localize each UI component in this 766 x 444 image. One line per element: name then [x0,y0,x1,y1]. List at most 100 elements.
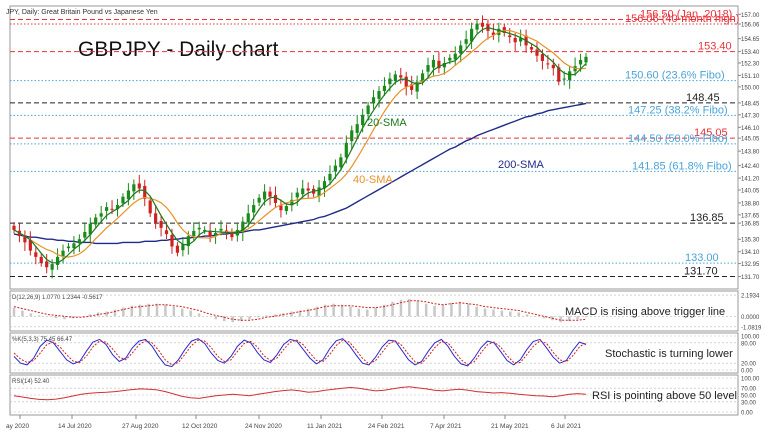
candle-body [464,39,468,44]
candle-body [339,157,343,168]
candle-body [578,59,583,65]
candle-body [34,252,38,257]
candle-body [61,250,65,257]
time-tick-label: 21 May 2021 [491,423,529,430]
price-tick-label: 152.30 [741,62,760,68]
candle-body [328,173,332,181]
candle-body [491,32,495,36]
sma-200-line [13,102,587,245]
candle-body [224,230,229,232]
indicator-axis-label: 2.1934 [741,294,760,300]
stochastic-panel-frame [9,332,739,374]
candle-body [301,188,305,195]
stochastic-d-line [13,339,587,366]
candle-body [290,199,294,206]
level-label: 144.50 (50.0% Fibo) [628,133,728,145]
candle-body [502,27,506,33]
stochastic-k-line [13,338,587,368]
candle-body [12,225,16,230]
candle-body [235,229,239,236]
indicator-annotation: MACD is rising above trigger line [565,306,725,318]
indicator-annotation: Stochastic is turning lower [605,348,733,360]
candle-body [519,38,523,42]
indicator-panels: D(12,26,9) 1.0770 1.2344 -0.5617 2.1934 0.… [10,294,762,417]
time-tick-label: ay 2020 [6,423,30,430]
indicator-axis-label: 80.00 [741,341,757,347]
indicator-axis-label: 100.00 [741,335,760,341]
price-tick-label: 131.70 [741,275,760,281]
level-label: 145.05 [694,127,728,139]
indicator-params: %K(5,3,3) 75.45 66.47 [12,337,73,343]
level-label: 150.60 (23.6% Fibo) [625,70,725,82]
sma-20-label: 20-SMA [367,117,407,129]
indicator-axis-label: 70.00 [741,387,757,393]
candle-body [164,230,169,235]
price-tick-label: 151.10 [741,74,760,80]
candle-body [393,74,397,82]
candle-body [431,59,436,68]
indicator-axis-label: -1.0819 [741,325,762,331]
price-tick-label: 132.95 [741,262,760,268]
candle-body [94,217,98,225]
sma-200-path [13,102,587,245]
level-label: 133.00 [685,252,719,264]
candle-body [126,190,130,200]
candle-body [77,239,81,244]
sma-40-label: 40-SMA [353,174,393,186]
candle-body [143,185,147,199]
level-label: 147.25 (38.2% Fibo) [628,104,728,116]
candle-body [377,91,381,99]
candle-body [355,124,359,133]
candle-body [55,256,60,265]
price-tick-label: 150.00 [741,85,760,91]
candle-body [115,205,120,210]
candle-body [317,187,321,197]
level-label: 141.85 (61.8% Fibo) [632,160,732,172]
candle-body [23,235,27,243]
time-tick-label: 7 Apr 2021 [430,423,462,430]
candle-body [480,22,485,27]
candle-body [344,142,348,158]
indicator-params: RSI(14) 52.40 [12,379,50,385]
candle-body [508,35,512,38]
indicator-axis-label: 30.00 [741,400,757,406]
price-tick-label: 142.40 [741,164,760,170]
candle-body [241,221,245,233]
chart-title: GBPJPY - Daily chart [78,38,279,61]
candle-body [192,230,196,237]
candle-body [121,196,125,204]
candle-body [459,45,463,54]
candle-body [437,60,441,69]
symbol-header: JPY, Daily: Great Britain Pound vs Japan… [6,9,158,16]
price-tick-label: 153.40 [741,50,760,56]
price-panel-frame [9,5,739,290]
price-tick-label: 148.45 [741,101,760,107]
indicator-axis-label: 20.00 [741,362,757,368]
candle-body [186,236,190,247]
candle-body [105,207,109,211]
sma-20-line [13,26,587,264]
candle-body [268,191,272,197]
candle-body [246,213,250,223]
price-tick-label: 135.30 [741,238,760,244]
level-label: 153.40 [698,41,732,53]
candle-body [99,213,103,217]
candle-body [88,223,92,235]
time-tick-label: 24 Nov 2020 [245,423,282,430]
candle-body [257,197,261,203]
price-tick-label: 154.65 [741,37,760,43]
candle-body [170,234,174,247]
candle-body [568,71,572,81]
level-label: 136.85 [690,212,724,224]
price-tick-label: 138.80 [741,201,760,207]
indicator-annotation: RSI is pointing above 50 level [592,390,737,402]
time-tick-label: 12 Oct 2020 [182,423,218,430]
candle-body [203,229,207,231]
candle-body [39,256,43,264]
price-tick-label: 156.06 [741,23,760,29]
price-tick-label: 141.20 [741,177,760,183]
candle-body [154,213,158,223]
candle-body [72,243,76,249]
